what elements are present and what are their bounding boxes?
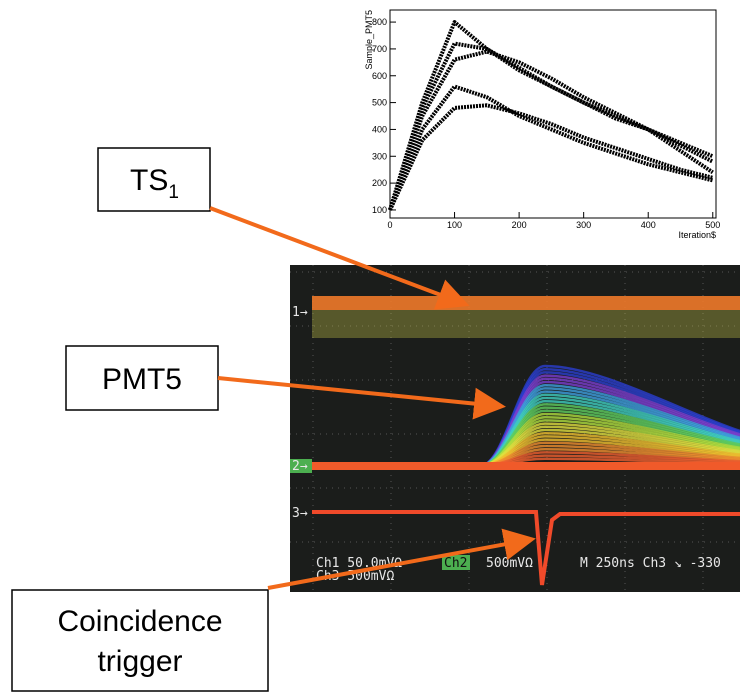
scope-readout: Ch2 <box>444 556 467 571</box>
series-line <box>388 20 714 211</box>
oscilloscope: 1→ 2→ 3→ Ch1 50.0mVΩ Ch2 500mVΩ M 250ns … <box>290 265 740 592</box>
y-tick-label: 700 <box>372 44 387 54</box>
y-tick-label: 400 <box>372 124 387 134</box>
x-tick-label: 200 <box>512 220 527 230</box>
x-tick-label: 300 <box>576 220 591 230</box>
scope-marker: 1→ <box>292 305 308 320</box>
callout-box <box>11 589 269 692</box>
scope-trace <box>312 510 740 586</box>
y-tick-label: 600 <box>372 71 387 81</box>
y-tick-label: 300 <box>372 151 387 161</box>
y-tick-label: 500 <box>372 98 387 108</box>
scope-trace <box>312 296 740 310</box>
plot-frame <box>389 9 717 219</box>
scope-readout: Ch3 500mVΩ <box>316 569 394 584</box>
x-axis-label: Iteration$ <box>678 230 716 240</box>
callout-label: TS1 <box>130 164 179 203</box>
scope-marker: 2→ <box>292 459 308 474</box>
x-tick-label: 400 <box>641 220 656 230</box>
scope-readout: 500mVΩ <box>486 556 533 571</box>
x-tick-label: 0 <box>387 220 392 230</box>
y-tick-label: 100 <box>372 205 387 215</box>
scope-ch2-bg <box>442 555 470 570</box>
arrow <box>209 206 470 310</box>
callout-label: Coincidence <box>57 605 222 638</box>
scope-trace <box>312 310 740 338</box>
arrow <box>217 376 506 420</box>
x-tick-label: 500 <box>705 220 720 230</box>
scope-marker: 3→ <box>292 506 308 521</box>
x-tick-label: 100 <box>447 220 462 230</box>
scope-traces <box>312 296 740 586</box>
series-line <box>388 103 714 211</box>
scope-grid <box>290 265 740 592</box>
y-tick-label: 800 <box>372 17 387 27</box>
callout-box <box>97 147 211 212</box>
callout-label: PMT5 <box>102 363 182 396</box>
y-axis-label: Sample_PMT5 <box>364 10 374 70</box>
scope-trace <box>312 462 740 470</box>
y-tick-label: 200 <box>372 178 387 188</box>
series-line <box>388 41 714 211</box>
series-line <box>388 84 714 211</box>
arrow <box>267 528 536 590</box>
scope-marker-bg <box>290 459 312 473</box>
plot: 0 100 200 300 400 500100200300400500600700800… <box>364 9 720 240</box>
series-line <box>388 49 714 211</box>
callout-label: trigger <box>97 645 182 678</box>
scope-readout: M 250ns Ch3 ↘ -330 <box>580 556 721 571</box>
